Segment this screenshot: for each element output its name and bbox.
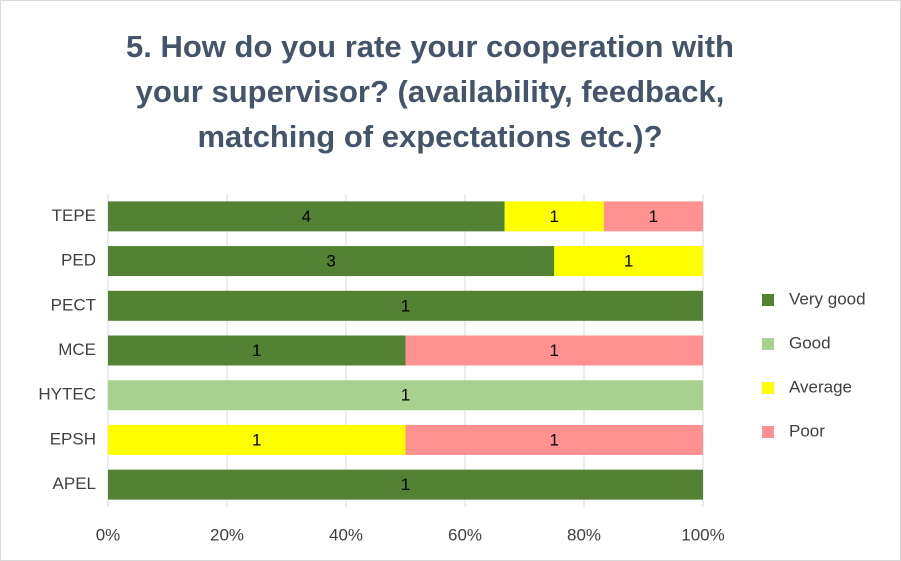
data-label: 3: [326, 252, 335, 271]
x-tick-label: 40%: [329, 525, 363, 544]
legend-label: Good: [789, 333, 831, 352]
x-tick-label: 60%: [448, 525, 482, 544]
y-tick-label: MCE: [58, 340, 96, 359]
legend-label: Very good: [789, 289, 866, 308]
x-tick-label: 100%: [681, 525, 724, 544]
bar-segment: [108, 290, 703, 321]
data-label: 4: [302, 207, 311, 226]
x-tick-label: 80%: [567, 525, 601, 544]
y-tick-label: PECT: [51, 295, 96, 314]
legend-label: Average: [789, 377, 852, 396]
data-label: 1: [624, 252, 633, 271]
bar-segment: [504, 201, 604, 232]
bar-segment: [405, 424, 703, 455]
legend-swatch: [762, 338, 774, 350]
bar-segment: [108, 246, 555, 277]
data-label: 1: [401, 296, 410, 315]
data-label: 1: [550, 430, 559, 449]
y-tick-label: APEL: [53, 474, 96, 493]
bar-segment: [405, 335, 703, 366]
bar-segment: [108, 469, 703, 500]
legend-label: Poor: [789, 421, 825, 440]
bar-segment: [108, 424, 406, 455]
y-tick-label: HYTEC: [38, 385, 96, 404]
y-tick-label: EPSH: [50, 429, 96, 448]
data-label: 1: [649, 207, 658, 226]
y-tick-label: PED: [61, 251, 96, 270]
data-label: 1: [252, 341, 261, 360]
y-tick-label: TEPE: [52, 206, 96, 225]
x-tick-label: 0%: [96, 525, 121, 544]
bar-segment: [108, 201, 505, 232]
bar-segment: [554, 246, 703, 277]
data-label: 1: [401, 475, 410, 494]
chart-title: 5. How do you rate your cooperation with…: [126, 29, 734, 154]
legend-swatch: [762, 426, 774, 438]
data-label: 1: [252, 430, 261, 449]
x-tick-label: 20%: [210, 525, 244, 544]
bar-segment: [108, 335, 406, 366]
data-label: 1: [550, 341, 559, 360]
legend-swatch: [762, 382, 774, 394]
legend-swatch: [762, 294, 774, 306]
bar-segment: [108, 380, 703, 411]
data-label: 1: [550, 207, 559, 226]
data-label: 1: [401, 386, 410, 405]
bar-segment: [603, 201, 703, 232]
